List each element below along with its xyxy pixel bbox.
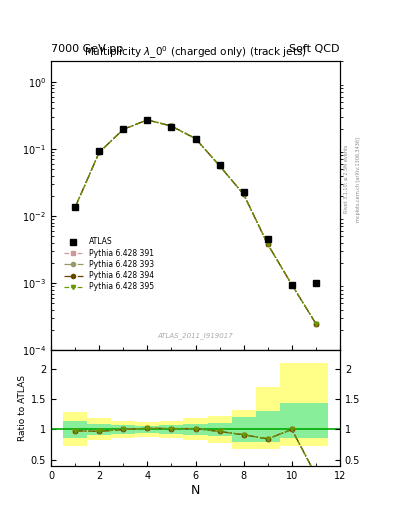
Pythia 6.428 395: [97, 149, 101, 155]
Bar: [135, 426, 160, 433]
ATLAS: [265, 236, 270, 242]
Title: Multiplicity $\lambda\_0^0$ (charged only) (track jets): Multiplicity $\lambda\_0^0$ (charged onl…: [84, 44, 307, 61]
Pythia 6.428 391: [169, 123, 174, 129]
Pythia 6.428 394: [289, 282, 294, 288]
Pythia 6.428 393: [217, 163, 222, 169]
ATLAS: [169, 123, 174, 130]
Bar: [256, 387, 280, 449]
Bar: [231, 417, 256, 441]
Bar: [160, 421, 184, 438]
Pythia 6.428 391: [145, 117, 150, 123]
X-axis label: N: N: [191, 483, 200, 497]
Legend: ATLAS, Pythia 6.428 391, Pythia 6.428 393, Pythia 6.428 394, Pythia 6.428 395: ATLAS, Pythia 6.428 391, Pythia 6.428 39…: [61, 234, 157, 294]
Bar: [256, 411, 280, 441]
Text: mcplots.cern.ch [arXiv:1306.3436]: mcplots.cern.ch [arXiv:1306.3436]: [356, 137, 361, 222]
Pythia 6.428 395: [73, 204, 77, 210]
Text: Rivet 3.1.10; ≥ 2.5M events: Rivet 3.1.10; ≥ 2.5M events: [344, 145, 349, 214]
Pythia 6.428 391: [73, 204, 77, 210]
Text: ATLAS_2011_I919017: ATLAS_2011_I919017: [158, 332, 233, 339]
Bar: [111, 425, 135, 434]
Pythia 6.428 393: [121, 126, 126, 133]
Bar: [304, 362, 328, 446]
Pythia 6.428 391: [314, 321, 318, 327]
Pythia 6.428 391: [241, 191, 246, 198]
Pythia 6.428 394: [217, 163, 222, 169]
Pythia 6.428 393: [73, 204, 77, 210]
Bar: [87, 424, 111, 435]
Pythia 6.428 391: [265, 241, 270, 247]
Pythia 6.428 393: [289, 282, 294, 288]
Pythia 6.428 394: [265, 241, 270, 247]
Pythia 6.428 393: [241, 191, 246, 198]
Pythia 6.428 394: [73, 204, 77, 210]
Pythia 6.428 394: [121, 126, 126, 133]
Pythia 6.428 395: [169, 123, 174, 129]
Bar: [63, 421, 87, 438]
Pythia 6.428 393: [265, 241, 270, 247]
Text: 7000 GeV pp: 7000 GeV pp: [51, 44, 123, 54]
ATLAS: [217, 162, 222, 168]
Pythia 6.428 394: [241, 191, 246, 198]
ATLAS: [241, 188, 246, 195]
ATLAS: [193, 136, 198, 142]
Bar: [208, 416, 231, 443]
Pythia 6.428 393: [193, 136, 198, 142]
Line: Pythia 6.428 395: Pythia 6.428 395: [73, 118, 318, 326]
Pythia 6.428 395: [217, 163, 222, 169]
ATLAS: [121, 126, 126, 133]
Text: Soft QCD: Soft QCD: [290, 44, 340, 54]
Bar: [63, 412, 87, 446]
Pythia 6.428 391: [121, 126, 126, 133]
Bar: [135, 422, 160, 437]
Pythia 6.428 395: [241, 191, 246, 198]
Bar: [280, 402, 304, 438]
Pythia 6.428 395: [193, 136, 198, 142]
Pythia 6.428 394: [97, 149, 101, 155]
Pythia 6.428 394: [169, 123, 174, 129]
Pythia 6.428 391: [97, 149, 101, 155]
Bar: [231, 410, 256, 449]
Bar: [87, 418, 111, 440]
Pythia 6.428 391: [217, 163, 222, 169]
Pythia 6.428 394: [314, 321, 318, 327]
Pythia 6.428 395: [265, 241, 270, 247]
Pythia 6.428 394: [193, 136, 198, 142]
Pythia 6.428 394: [145, 117, 150, 123]
Pythia 6.428 393: [97, 149, 101, 155]
Y-axis label: Ratio to ATLAS: Ratio to ATLAS: [18, 375, 27, 441]
Line: Pythia 6.428 393: Pythia 6.428 393: [73, 118, 318, 326]
Bar: [184, 424, 208, 435]
ATLAS: [289, 282, 294, 288]
Bar: [160, 425, 184, 434]
Line: Pythia 6.428 391: Pythia 6.428 391: [73, 118, 318, 326]
Bar: [111, 421, 135, 438]
Pythia 6.428 393: [169, 123, 174, 129]
Bar: [208, 423, 231, 436]
Bar: [184, 418, 208, 440]
Pythia 6.428 393: [314, 321, 318, 327]
Pythia 6.428 395: [314, 321, 318, 327]
Bar: [280, 362, 304, 446]
ATLAS: [145, 117, 150, 123]
ATLAS: [97, 148, 101, 154]
ATLAS: [73, 204, 77, 210]
Line: ATLAS: ATLAS: [72, 117, 319, 288]
Bar: [304, 402, 328, 438]
Pythia 6.428 391: [193, 136, 198, 142]
Pythia 6.428 393: [145, 117, 150, 123]
Pythia 6.428 395: [145, 117, 150, 123]
Pythia 6.428 395: [121, 126, 126, 133]
Line: Pythia 6.428 394: Pythia 6.428 394: [73, 118, 318, 326]
Pythia 6.428 391: [289, 282, 294, 288]
Pythia 6.428 395: [289, 282, 294, 288]
ATLAS: [314, 280, 318, 286]
